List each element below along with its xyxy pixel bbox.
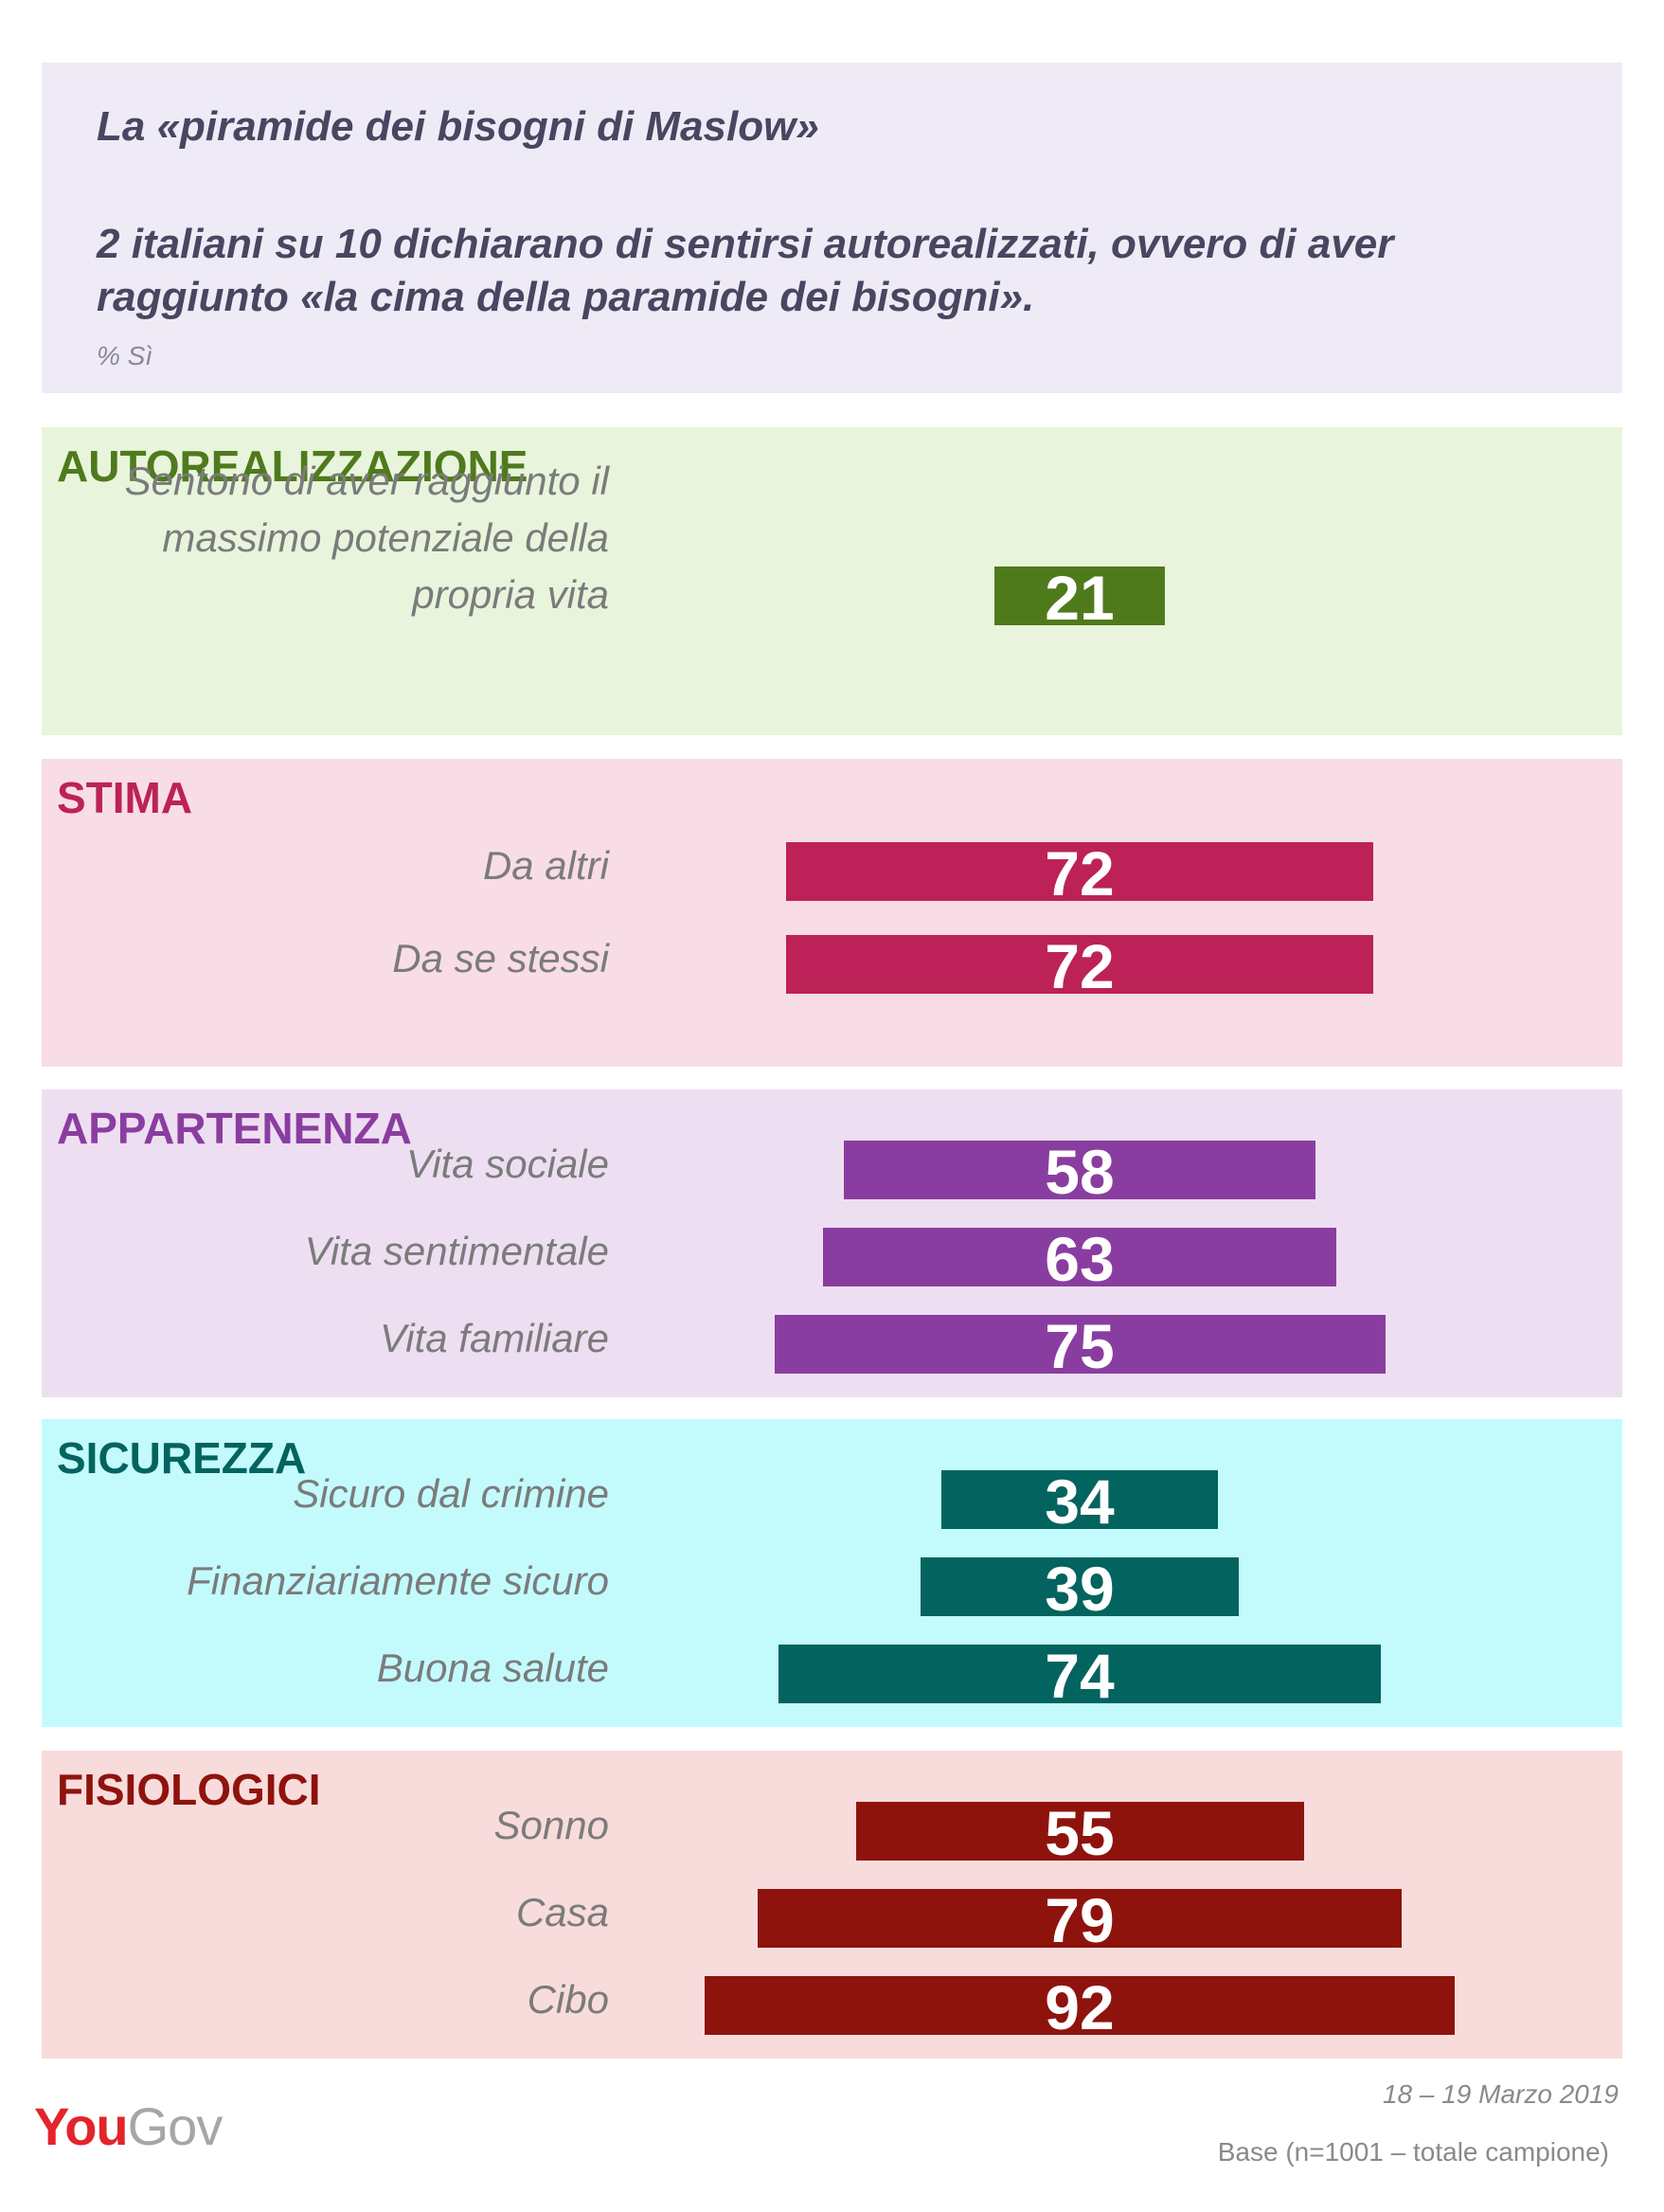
section-title: AUTOREALIZZAZIONE bbox=[57, 441, 528, 491]
logo-gov: Gov bbox=[127, 2096, 224, 2156]
logo-you: You bbox=[34, 2096, 129, 2156]
bar-value-label: 74 bbox=[1045, 1641, 1115, 1711]
section-title: APPARTENENZA bbox=[57, 1104, 412, 1153]
bar bbox=[758, 1889, 1402, 1948]
chart-subtitle: 2 italiani su 10 dichiarano di sentirsi … bbox=[97, 221, 1394, 320]
category-label: Da se stessi bbox=[392, 936, 609, 980]
bar-value-label: 55 bbox=[1045, 1798, 1115, 1868]
bar-value-label: 39 bbox=[1045, 1554, 1115, 1624]
bar-value-label: 72 bbox=[1045, 838, 1115, 908]
category-label: Vita sentimentale bbox=[304, 1229, 609, 1273]
bar bbox=[855, 1802, 1304, 1861]
bar bbox=[705, 1976, 1455, 2035]
section-title: SICUREZZA bbox=[57, 1433, 307, 1483]
bar-value-label: 63 bbox=[1045, 1224, 1115, 1294]
category-label: Sentono di aver raggiunto il massimo pot… bbox=[124, 459, 609, 617]
yougov-logo: YouGov bbox=[34, 2095, 224, 2157]
category-label: Vita sociale bbox=[405, 1142, 609, 1186]
section-appartenenza: APPARTENENZA Vita sociale 58 Vita sentiment… bbox=[42, 1089, 1622, 1397]
bar bbox=[843, 1141, 1316, 1199]
category-label: Sicuro dal crimine bbox=[293, 1471, 609, 1516]
category-label: Casa bbox=[515, 1890, 609, 1934]
unit-label: % Sì bbox=[97, 341, 153, 370]
bar-value-label: 21 bbox=[1045, 563, 1115, 633]
bar-value-label: 72 bbox=[1045, 931, 1115, 1001]
bar bbox=[823, 1228, 1336, 1286]
section-sicurezza: SICUREZZA Sicuro dal crimine 34 Finanziaria… bbox=[42, 1419, 1622, 1727]
section-title: FISIOLOGICI bbox=[57, 1765, 321, 1814]
bar bbox=[786, 842, 1373, 901]
bar-value-label: 92 bbox=[1045, 1972, 1115, 2042]
bar-value-label: 79 bbox=[1045, 1885, 1115, 1955]
section-fisiologici: FISIOLOGICI Sonno 55 Casa 79 Cibo 92 bbox=[42, 1751, 1622, 2059]
section-stima: STIMA Da altri 72 Da se stessi 72 bbox=[42, 759, 1622, 1067]
sample-base: Base (n=1001 – totale campione) bbox=[1217, 2137, 1609, 2167]
bar bbox=[778, 1645, 1382, 1703]
bar bbox=[940, 1470, 1219, 1529]
bar bbox=[786, 935, 1373, 994]
survey-date: 18 – 19 Marzo 2019 bbox=[1382, 2079, 1619, 2109]
bar bbox=[774, 1315, 1386, 1374]
bar-value-label: 34 bbox=[1045, 1466, 1115, 1537]
bar-value-label: 75 bbox=[1045, 1311, 1115, 1381]
category-label: Vita familiare bbox=[380, 1316, 609, 1360]
section-title: STIMA bbox=[57, 773, 193, 822]
chart-header: La «piramide dei bisogni di Maslow» 2 it… bbox=[42, 63, 1622, 393]
section-autorealizzazione: AUTOREALIZZAZIONE Sentono di aver raggiun… bbox=[42, 427, 1622, 735]
category-label: Finanziariamente sicuro bbox=[187, 1558, 609, 1603]
category-label: Da altri bbox=[482, 843, 609, 888]
chart-title: La «piramide dei bisogni di Maslow» bbox=[97, 103, 819, 150]
bar-value-label: 58 bbox=[1045, 1137, 1115, 1207]
bar bbox=[993, 566, 1166, 625]
category-label: Buona salute bbox=[376, 1646, 609, 1690]
bar bbox=[921, 1557, 1239, 1616]
category-label: Cibo bbox=[527, 1977, 609, 2022]
category-label: Sonno bbox=[493, 1803, 609, 1847]
